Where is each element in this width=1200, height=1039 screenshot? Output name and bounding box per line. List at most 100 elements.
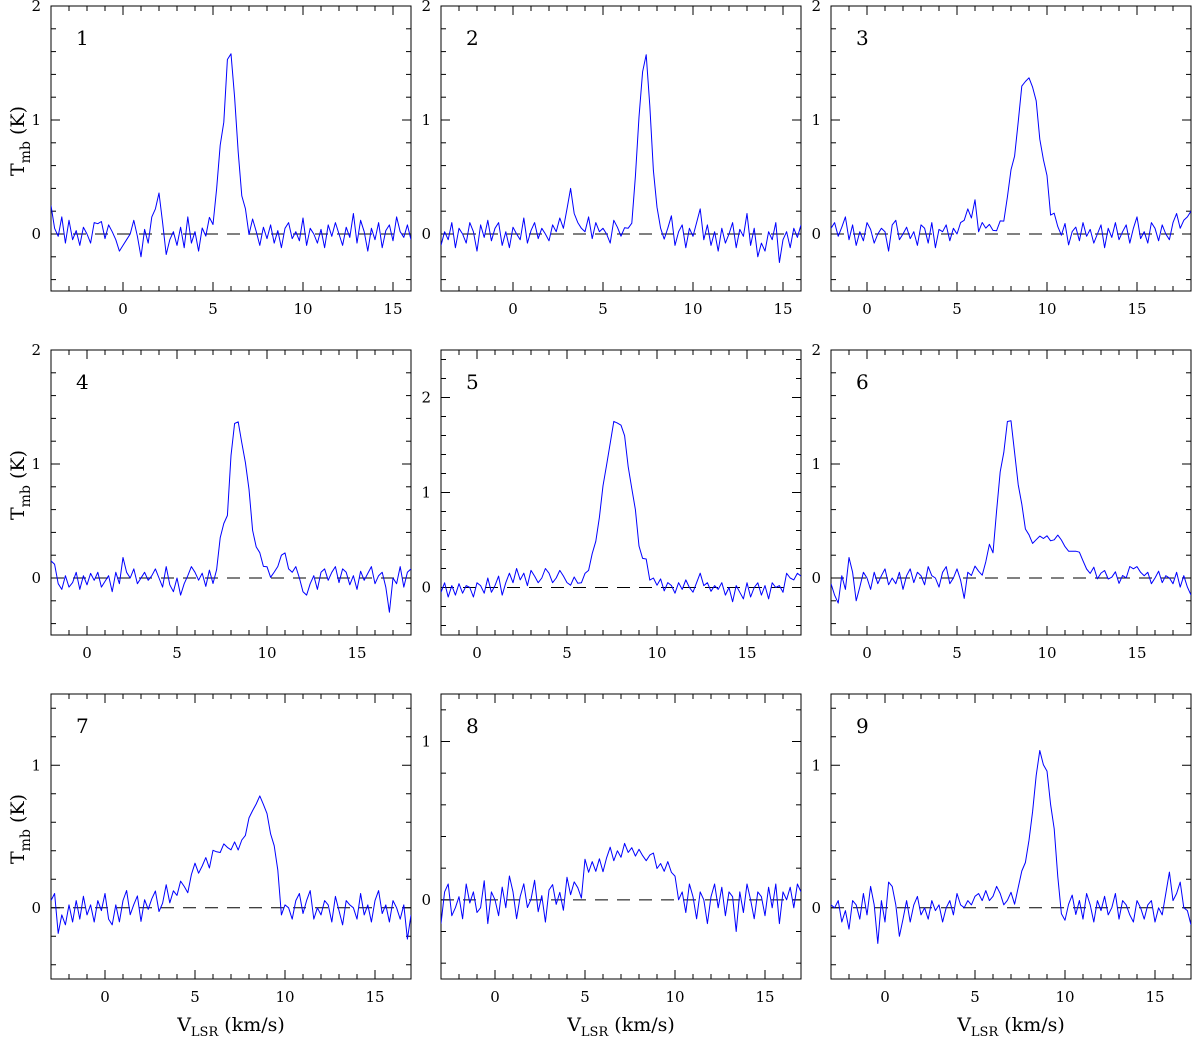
x-tick-label: 15 bbox=[773, 300, 792, 318]
axes-frame bbox=[440, 5, 802, 292]
x-tick-label: 0 bbox=[82, 644, 92, 662]
axes-frame bbox=[50, 5, 412, 292]
y-tick-label: 0 bbox=[421, 579, 431, 597]
y-tick-label: 0 bbox=[31, 225, 41, 243]
x-tick-label: 10 bbox=[683, 300, 702, 318]
x-tick-label: 5 bbox=[208, 300, 218, 318]
x-tick-label: 15 bbox=[737, 644, 756, 662]
x-tick-label: 0 bbox=[118, 300, 128, 318]
spectrum-line bbox=[831, 77, 1191, 252]
panel-label: 3 bbox=[856, 26, 869, 50]
x-tick-label: 15 bbox=[347, 644, 366, 662]
x-axis-label: VLSR (km/s) bbox=[956, 1014, 1065, 1039]
y-tick-label: 0 bbox=[31, 899, 41, 917]
y-axis-label: Tmb (K) bbox=[7, 794, 34, 864]
x-tick-label: 0 bbox=[862, 300, 872, 318]
spectrum-line bbox=[441, 420, 801, 603]
x-tick-label: 10 bbox=[275, 988, 294, 1006]
panel-label: 8 bbox=[466, 714, 479, 738]
axes-frame bbox=[830, 693, 1192, 980]
x-tick-label: 10 bbox=[665, 988, 684, 1006]
x-tick-label: 0 bbox=[100, 988, 110, 1006]
x-tick-label: 10 bbox=[293, 300, 312, 318]
x-tick-label: 5 bbox=[190, 988, 200, 1006]
x-tick-label: 5 bbox=[952, 644, 962, 662]
spectrum-line bbox=[831, 750, 1191, 944]
x-tick-label: 10 bbox=[647, 644, 666, 662]
x-tick-label: 0 bbox=[862, 644, 872, 662]
panel-label: 6 bbox=[856, 370, 869, 394]
axes-frame bbox=[50, 693, 412, 980]
spectrum-line bbox=[51, 795, 411, 940]
y-axis-label: Tmb (K) bbox=[7, 450, 34, 520]
spectrum-panel-9: 0 5 10 15 0 1 9 bbox=[811, 693, 1192, 1006]
spectrum-line bbox=[441, 842, 801, 932]
panel-label: 1 bbox=[76, 26, 89, 50]
spectrum-panel-2: 0 5 10 15 0 1 2 2 bbox=[421, 0, 802, 318]
y-tick-label: 1 bbox=[811, 111, 821, 129]
spectrum-panel-3: 0 5 10 15 0 1 2 3 bbox=[811, 0, 1192, 318]
x-tick-label: 15 bbox=[1127, 644, 1146, 662]
x-tick-label: 10 bbox=[1055, 988, 1074, 1006]
panel-label: 4 bbox=[76, 370, 89, 394]
x-axis-label: VLSR (km/s) bbox=[566, 1014, 675, 1039]
axes-frame bbox=[440, 349, 802, 636]
x-axis-label: VLSR (km/s) bbox=[176, 1014, 285, 1039]
y-tick-label: 1 bbox=[31, 111, 41, 129]
x-tick-label: 10 bbox=[1037, 300, 1056, 318]
spectrum-panel-7: 0 5 10 15 0 1 7 bbox=[31, 693, 412, 1006]
spectrum-panel-4: 0 5 10 15 0 1 2 4 bbox=[31, 341, 412, 662]
spectrum-line bbox=[51, 53, 411, 258]
x-tick-label: 0 bbox=[880, 988, 890, 1006]
panel-label: 9 bbox=[856, 714, 869, 738]
y-tick-label: 2 bbox=[421, 389, 431, 407]
axes-frame bbox=[830, 349, 1192, 636]
y-tick-label: 1 bbox=[811, 455, 821, 473]
panel-label: 7 bbox=[76, 714, 89, 738]
spectrum-line bbox=[51, 421, 411, 613]
x-tick-label: 15 bbox=[383, 300, 402, 318]
x-tick-label: 15 bbox=[1127, 300, 1146, 318]
y-tick-label: 0 bbox=[811, 225, 821, 243]
spectrum-line bbox=[441, 54, 801, 263]
y-tick-label: 1 bbox=[421, 484, 431, 502]
y-tick-label: 2 bbox=[811, 341, 821, 359]
x-tick-label: 5 bbox=[562, 644, 572, 662]
y-tick-label: 1 bbox=[31, 756, 41, 774]
y-tick-label: 1 bbox=[31, 455, 41, 473]
panel-label: 5 bbox=[466, 370, 479, 394]
y-tick-label: 1 bbox=[811, 756, 821, 774]
x-tick-label: 0 bbox=[472, 644, 482, 662]
spectrum-panel-8: 0 5 10 15 0 1 8 bbox=[421, 693, 802, 1006]
axes-frame bbox=[830, 5, 1192, 292]
axes-frame bbox=[440, 693, 802, 980]
y-tick-label: 0 bbox=[31, 569, 41, 587]
x-tick-label: 10 bbox=[257, 644, 276, 662]
panel-label: 2 bbox=[466, 26, 479, 50]
x-tick-label: 15 bbox=[365, 988, 384, 1006]
y-tick-label: 2 bbox=[31, 0, 41, 15]
x-tick-label: 5 bbox=[952, 300, 962, 318]
y-tick-label: 2 bbox=[421, 0, 431, 15]
spectrum-panel-1: 0 5 10 15 0 1 2 1 bbox=[31, 0, 412, 318]
y-axis-label: Tmb (K) bbox=[7, 106, 34, 176]
x-tick-label: 15 bbox=[755, 988, 774, 1006]
y-tick-label: 0 bbox=[421, 891, 431, 909]
y-tick-label: 2 bbox=[31, 341, 41, 359]
spectrum-line bbox=[831, 420, 1191, 604]
y-tick-label: 1 bbox=[421, 733, 431, 751]
y-tick-label: 1 bbox=[421, 111, 431, 129]
x-tick-label: 5 bbox=[598, 300, 608, 318]
x-tick-label: 5 bbox=[580, 988, 590, 1006]
spectrum-panel-5: 0 5 10 15 0 1 2 5 bbox=[421, 349, 802, 662]
x-tick-label: 0 bbox=[508, 300, 518, 318]
y-tick-label: 2 bbox=[811, 0, 821, 15]
axes-frame bbox=[50, 349, 412, 636]
x-tick-label: 15 bbox=[1145, 988, 1164, 1006]
x-tick-label: 0 bbox=[490, 988, 500, 1006]
x-tick-label: 5 bbox=[172, 644, 182, 662]
x-tick-label: 5 bbox=[970, 988, 980, 1006]
y-tick-label: 0 bbox=[811, 569, 821, 587]
spectrum-panel-6: 0 5 10 15 0 1 2 6 bbox=[811, 341, 1192, 662]
